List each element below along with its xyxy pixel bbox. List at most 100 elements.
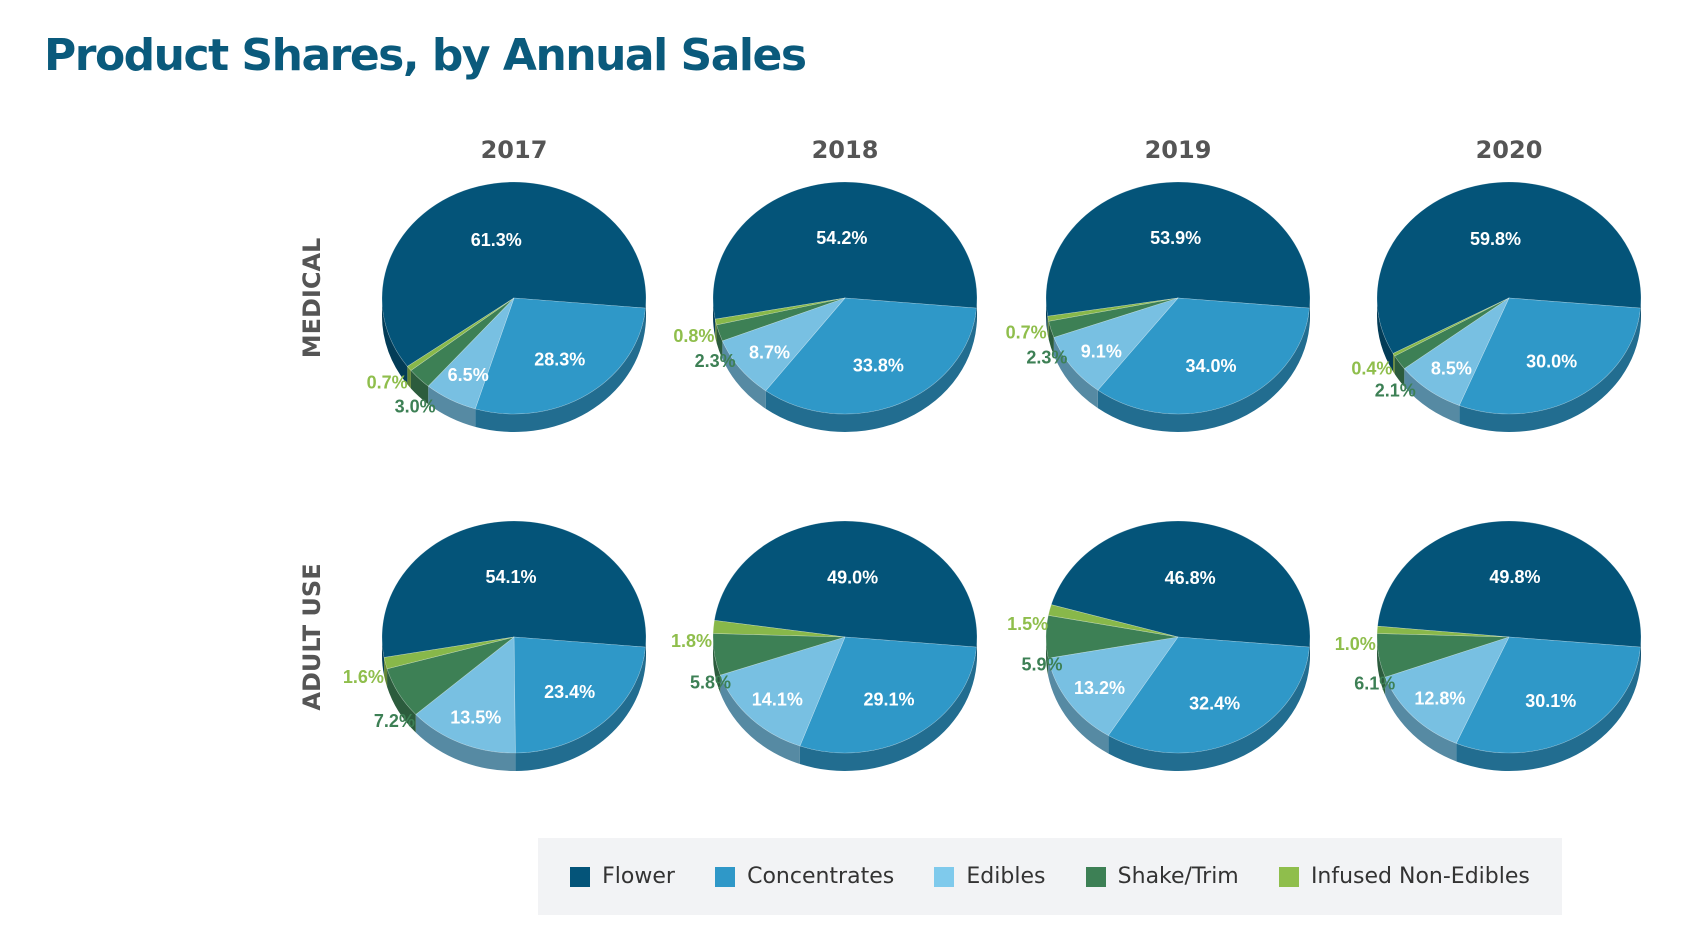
legend-label-edibles: Edibles [966, 864, 1046, 889]
pie-label-edibles: 13.2% [1074, 678, 1125, 698]
pie-slice-infused-non-edibles [1392, 297, 1510, 357]
pie-side-shake-trim [1048, 321, 1054, 356]
pie-label-flower: 59.8% [1470, 229, 1521, 249]
pie-label-flower: 54.2% [816, 228, 867, 248]
page-title: Product Shares, by Annual Sales [44, 30, 807, 81]
column-header-2018: 2018 [812, 136, 879, 164]
pie-side-flower [976, 298, 977, 327]
pie-side-flower [645, 298, 646, 327]
pie-adult-use-2017: 54.1% 23.4% 13.5% 7.2% 1.6% [343, 520, 647, 771]
pie-slice-shake-trim [712, 633, 846, 676]
column-header-2017: 2017 [481, 136, 548, 164]
row-header-medical: MEDICAL [298, 238, 326, 359]
legend-swatch-infused-non-edibles [1278, 866, 1299, 887]
pie-label-infused-non-edibles: 0.7% [1006, 323, 1047, 343]
pie-side-concentrates [1108, 647, 1310, 771]
pie-label-concentrates: 29.1% [863, 690, 914, 710]
pie-side-edibles [1404, 368, 1460, 424]
pie-side-flower [713, 298, 716, 338]
pie-label-concentrates: 23.4% [544, 682, 595, 702]
legend-swatch-shake-trim [1085, 866, 1106, 887]
pie-side-flower [1309, 637, 1310, 666]
legend-label-concentrates: Concentrates [747, 864, 895, 889]
pie-label-concentrates: 32.4% [1189, 693, 1240, 713]
pie-slice-shake-trim [1048, 297, 1179, 338]
legend-swatch-edibles [934, 866, 955, 887]
pie-slice-infused-non-edibles [1047, 297, 1179, 322]
pie-label-edibles: 13.5% [450, 707, 501, 727]
pie-side-edibles [1385, 677, 1457, 762]
pie-slice-flower [714, 520, 978, 648]
pie-slice-infused-non-edibles [406, 297, 515, 371]
pie-slice-flower [1050, 520, 1311, 648]
pie-label-shake-trim: 2.3% [695, 351, 736, 371]
pie-slice-edibles [719, 636, 846, 747]
pie-side-infused-non-edibles [1047, 316, 1049, 340]
pie-slice-concentrates [799, 636, 977, 754]
column-header-2019: 2019 [1145, 136, 1212, 164]
pie-adult-use-2020: 49.8% 30.1% 12.8% 6.1% 1.0% [1335, 520, 1642, 771]
pie-label-concentrates: 28.3% [534, 350, 585, 370]
pie-side-flower [1640, 298, 1641, 327]
legend-label-infused-non-edibles: Infused Non-Edibles [1310, 864, 1530, 889]
pie-side-shake-trim [1394, 356, 1405, 387]
column-header-2020: 2020 [1476, 136, 1543, 164]
pie-side-flower [382, 637, 385, 676]
pie-label-infused-non-edibles: 0.4% [1351, 359, 1392, 379]
pie-label-flower: 49.0% [827, 567, 878, 587]
legend-swatch-flower [570, 866, 591, 887]
pie-label-shake-trim: 2.1% [1375, 380, 1416, 400]
pie-slice-infused-non-edibles [1047, 604, 1179, 638]
pie-side-shake-trim [1046, 637, 1049, 677]
legend-item-shake-trim: Shake/Trim [1085, 864, 1239, 889]
pie-label-shake-trim: 7.2% [374, 711, 415, 731]
pie-slice-shake-trim [1376, 633, 1510, 678]
pie-slice-shake-trim [386, 636, 515, 715]
pie-medical-2017: 61.3% 28.3% 6.5% 3.0% 0.7% [367, 181, 647, 432]
pie-slice-flower [1377, 520, 1642, 648]
pie-slice-infused-non-edibles [383, 636, 515, 670]
pie-slice-shake-trim [1045, 614, 1179, 659]
legend-item-concentrates: Concentrates [715, 864, 894, 889]
pie-side-concentrates [1456, 647, 1641, 771]
legend-item-flower: Flower [570, 864, 675, 889]
pie-side-edibles [1048, 658, 1109, 754]
pie-label-shake-trim: 5.9% [1021, 655, 1062, 675]
pie-label-concentrates: 34.0% [1186, 356, 1237, 376]
pie-label-edibles: 6.5% [448, 365, 489, 385]
pie-label-edibles: 8.5% [1431, 358, 1472, 378]
pie-label-shake-trim: 5.8% [690, 673, 731, 693]
pie-label-edibles: 14.1% [752, 690, 803, 710]
pie-slice-infused-non-edibles [1376, 625, 1510, 638]
pie-label-flower: 53.9% [1150, 228, 1201, 248]
pie-slice-edibles [721, 297, 846, 392]
pie-label-shake-trim: 3.0% [395, 397, 436, 417]
pie-label-shake-trim: 6.1% [1354, 674, 1395, 694]
pie-label-infused-non-edibles: 1.5% [1007, 614, 1048, 634]
pie-slice-concentrates [513, 636, 646, 754]
pie-side-infused-non-edibles [1393, 353, 1395, 374]
legend-label-shake-trim: Shake/Trim [1117, 864, 1239, 889]
pie-side-edibles [415, 714, 516, 771]
pie-slice-edibles [1047, 636, 1179, 736]
pie-adult-use-2019: 46.8% 32.4% 13.2% 5.9% 1.5% [1007, 520, 1311, 771]
pie-label-flower: 49.8% [1489, 567, 1540, 587]
pie-slice-concentrates [1097, 297, 1310, 415]
pie-slice-concentrates [474, 297, 646, 415]
pie-side-flower [382, 298, 408, 385]
legend-item-edibles: Edibles [934, 864, 1045, 889]
pie-slice-edibles [1053, 297, 1179, 391]
pie-label-infused-non-edibles: 0.8% [673, 326, 714, 346]
pie-side-edibles [1053, 337, 1098, 409]
pie-adult-use-2018: 49.0% 29.1% 14.1% 5.8% 1.8% [671, 520, 978, 771]
pie-side-concentrates [475, 308, 646, 432]
legend-label-flower: Flower [602, 864, 675, 889]
legend-item-infused-non-edibles: Infused Non-Edibles [1278, 864, 1530, 889]
pie-side-concentrates [515, 647, 646, 771]
pie-label-infused-non-edibles: 1.6% [343, 667, 384, 687]
pie-slice-concentrates [1455, 636, 1641, 754]
pie-medical-2019: 53.9% 34.0% 9.1% 2.3% 0.7% [1006, 181, 1311, 432]
pie-label-flower: 54.1% [486, 567, 537, 587]
pie-slice-concentrates [765, 297, 977, 415]
